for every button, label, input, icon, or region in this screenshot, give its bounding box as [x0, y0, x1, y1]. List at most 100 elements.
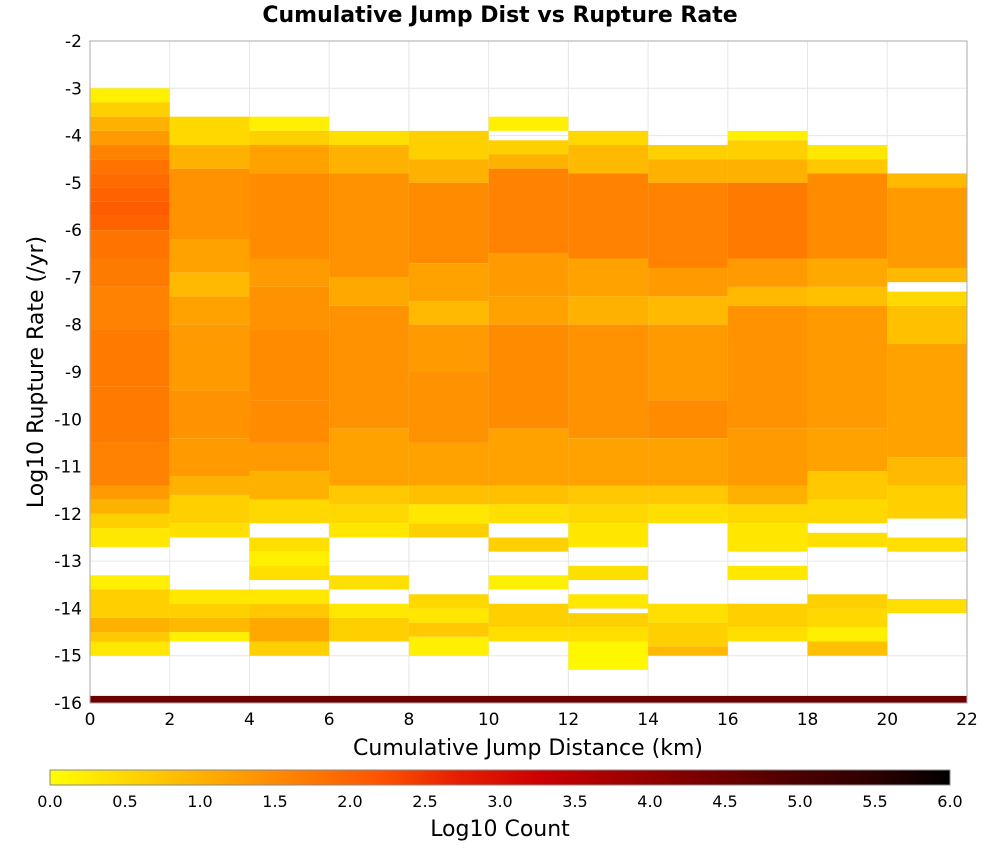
y-tick-label: -12 [54, 505, 82, 525]
heatmap-cell [90, 442, 170, 486]
heatmap-cell [887, 305, 967, 344]
heatmap-cell [568, 613, 649, 628]
colorbar-ticks: 0.0 0.5 1.0 1.5 2.0 2.5 3.0 3.5 4.0 4.5 5.0 5.5 6.0 [37, 792, 962, 811]
heatmap-cell [90, 329, 170, 387]
heatmap-cell [807, 499, 888, 524]
heatmap-cell [90, 145, 170, 160]
heatmap-cell [329, 173, 409, 278]
heatmap-cell [568, 130, 649, 146]
heatmap-cell [807, 627, 888, 642]
heatmap-cell [249, 551, 330, 566]
heatmap-cell [488, 575, 569, 590]
y-tick-label: -5 [65, 174, 82, 194]
heatmap-cell [488, 140, 569, 155]
heatmap-cell [887, 598, 967, 614]
heatmap-cell [169, 617, 250, 633]
heatmap-cell [249, 116, 330, 131]
colorbar-tick-label: 2.5 [412, 792, 437, 811]
y-tick-label: -9 [65, 363, 82, 383]
x-tick-label: 12 [558, 710, 580, 730]
colorbar-tick-label: 4.5 [712, 792, 737, 811]
heatmap-cell [488, 485, 569, 505]
heatmap-cell [648, 324, 728, 401]
heatmap-cell [727, 182, 808, 259]
heatmap-cell [568, 594, 649, 609]
heatmap-cell [727, 504, 808, 524]
heatmap-cell [90, 116, 170, 131]
heatmap-cell [727, 603, 808, 628]
heatmap-cell [90, 485, 170, 500]
heatmap-cell [648, 296, 728, 325]
y-tick-label: -6 [65, 221, 82, 241]
heatmap-cell [329, 603, 409, 618]
heatmap-cell [90, 230, 170, 259]
heatmap-cell [648, 485, 728, 505]
heatmap-cell [488, 154, 569, 169]
heatmap-cell [727, 258, 808, 287]
heatmap-cell [408, 324, 489, 372]
heatmap-cell [887, 457, 967, 486]
colorbar-tick-label: 6.0 [937, 792, 962, 811]
y-tick-label: -7 [65, 268, 82, 288]
heatmap-cell [807, 258, 888, 287]
heatmap-cell [249, 130, 330, 146]
heatmap-cell [249, 442, 330, 472]
heatmap-cell [90, 215, 170, 231]
x-tick-label: 6 [324, 710, 335, 730]
heatmap-cell [169, 324, 250, 391]
heatmap-cell [648, 182, 728, 268]
heatmap-cell [887, 187, 967, 268]
heatmap-cell [568, 324, 649, 439]
heatmap-cell [648, 603, 728, 623]
heatmap-cell [249, 537, 330, 552]
chart-title: Cumulative Jump Dist vs Rupture Rate [262, 3, 737, 28]
heatmap-cell [408, 130, 489, 160]
x-axis-label: Cumulative Jump Distance (km) [353, 736, 703, 761]
heatmap-cell [807, 532, 888, 547]
heatmap-cell [249, 603, 330, 618]
colorbar-label: Log10 Count [430, 817, 570, 842]
heatmap-cell [887, 173, 967, 188]
y-axis-ticks: -2 -3 -4 -5 -6 -7 -8 -9 -10 -11 -12 -13 -14 -15 -16 [54, 32, 82, 714]
heatmap-cell [329, 130, 409, 146]
heatmap-cell [90, 173, 170, 188]
colorbar-tick-label: 0.0 [37, 792, 62, 811]
heatmap-cell [90, 201, 170, 216]
heatmap-cell [408, 504, 489, 524]
heatmap-cell [329, 523, 409, 538]
heatmap-cell [807, 305, 888, 429]
colorbar-tick-label: 0.5 [112, 792, 137, 811]
heatmap-cell [488, 296, 569, 325]
heatmap-cell [408, 594, 489, 609]
heatmap-cells [90, 88, 967, 703]
heatmap-cell [169, 272, 250, 297]
heatmap-cell [648, 622, 728, 647]
heatmap-cell [887, 537, 967, 552]
heatmap-cell [488, 116, 569, 131]
plot-frame [89, 40, 968, 704]
heatmap-cell [648, 159, 728, 183]
heatmap-cell [408, 301, 489, 325]
heatmap-cell [568, 296, 649, 325]
heatmap-cell [169, 494, 250, 524]
heatmap-cell [727, 286, 808, 306]
heatmap-cell [727, 305, 808, 429]
heatmap-cell [568, 523, 649, 547]
y-tick-label: -14 [54, 599, 82, 619]
heatmap-cell [488, 603, 569, 628]
heatmap-cell [568, 145, 649, 174]
y-tick-label: -13 [54, 552, 82, 572]
heatmap-cell [408, 182, 489, 264]
y-axis-label: Log10 Rupture Rate (/yr) [24, 236, 49, 508]
heatmap-cell [169, 603, 250, 618]
heatmap-cell [568, 438, 649, 486]
heatmap-cell [169, 589, 250, 604]
heatmap-cell [249, 286, 330, 330]
heatmap-cell [408, 485, 489, 505]
colorbar-tick-label: 2.0 [337, 792, 362, 811]
x-tick-label: 4 [244, 710, 255, 730]
heatmap-cell [568, 485, 649, 505]
colorbar-tick-label: 1.0 [187, 792, 212, 811]
x-tick-label: 22 [956, 710, 978, 730]
heatmap-cell [169, 116, 250, 146]
